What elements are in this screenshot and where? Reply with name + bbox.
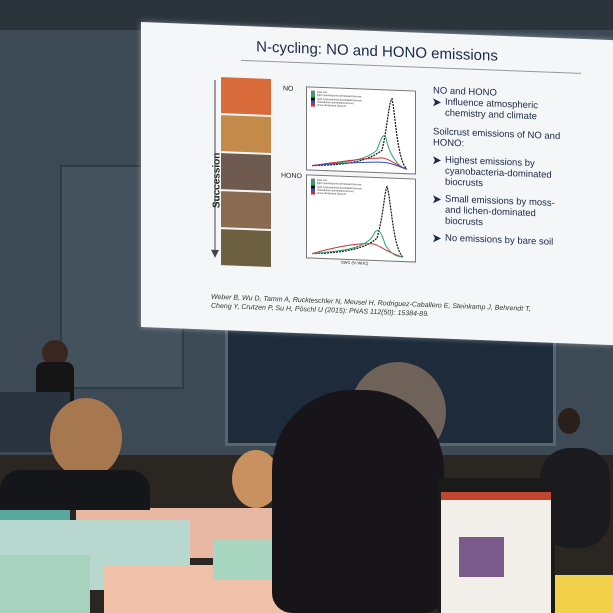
bullet-list: Influence atmospheric chemistry and clim…: [433, 96, 563, 123]
soil-photo: [221, 153, 271, 191]
bullet: Influence atmospheric chemistry and clim…: [433, 96, 563, 123]
bullet-text: Influence atmospheric chemistry and clim…: [445, 96, 538, 123]
slide-thumbnail: [459, 537, 504, 577]
bullet-text: Small emissions by moss- and lichen-domi…: [445, 193, 555, 229]
laptop: [437, 478, 555, 613]
citation: Weber B, Wu D, Tamm A, Ruckteschler N, M…: [211, 293, 531, 319]
seat: [555, 575, 613, 613]
audience-head: [50, 398, 122, 478]
panel-label: HONO: [281, 172, 302, 181]
x-axis-label: SWC (% WHC): [341, 259, 369, 266]
audience-head-long-hair: [272, 390, 444, 613]
bullet-arrow: [433, 234, 441, 243]
soil-photo: [221, 77, 271, 115]
bullet-arrow: [433, 156, 441, 165]
projected-slide: N-cycling: NO and HONO emissions Success…: [141, 22, 613, 346]
ceiling: [0, 0, 613, 30]
seat: [213, 540, 278, 580]
subheading: Soilcrust emissions of NO and HONO:: [433, 126, 561, 150]
bullet: Highest emissions by cyanobacteria-domin…: [433, 154, 563, 192]
bullet-list: Highest emissions by cyanobacteria-domin…: [433, 154, 563, 248]
audience-body: [0, 470, 150, 510]
no-panel: bare soil light cyanobacteria-dominated b…: [306, 86, 416, 175]
seat: [0, 555, 90, 613]
bullet-arrow: [433, 195, 441, 204]
text-column: NO and HONO Influence atmospheric chemis…: [433, 85, 563, 254]
bullet-arrow: [433, 98, 441, 107]
soil-photo: [221, 229, 271, 267]
bullet-text: Highest emissions by cyanobacteria-domin…: [445, 154, 552, 190]
laptop-screen: [441, 492, 551, 613]
hono-curves: [311, 185, 404, 258]
hono-panel: bare soil light cyanobacteria-dominated b…: [306, 174, 416, 263]
slide-title: N-cycling: NO and HONO emissions: [256, 38, 498, 65]
succession-arrow: [211, 79, 219, 258]
panel-label: NO: [283, 85, 294, 93]
speaker-head: [42, 340, 68, 366]
bullet: Small emissions by moss- and lichen-domi…: [433, 193, 563, 231]
audience-head: [558, 408, 580, 434]
bullet-text: No emissions by bare soil: [445, 232, 554, 248]
bullet: No emissions by bare soil: [433, 232, 563, 248]
soil-photo: [221, 191, 271, 229]
no-curves: [311, 97, 408, 170]
app-ribbon: [441, 492, 551, 500]
soil-photo: [221, 115, 271, 153]
